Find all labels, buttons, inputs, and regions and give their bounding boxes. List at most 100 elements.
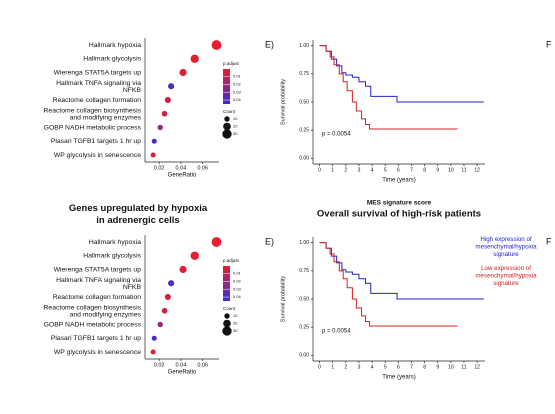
y-tick-label: 0.75	[299, 268, 309, 274]
x-tick-label: 10	[448, 364, 454, 370]
annotation: p = 0.0054	[322, 329, 351, 335]
dot	[161, 307, 168, 314]
x-tick-label: 0.02	[154, 362, 165, 368]
size-key-label: 20	[233, 321, 238, 326]
size-key-label: 20	[233, 124, 238, 129]
dot	[179, 265, 187, 274]
size-key	[223, 319, 231, 328]
x-tick-label: 2	[344, 364, 347, 370]
category-label: Hallmark TNFA signaling via NFKB	[56, 277, 141, 291]
survival-curve	[319, 45, 484, 103]
y-tick-label: 1.00	[299, 240, 309, 246]
color-tick-label: 0.04	[233, 294, 242, 299]
survival-curve	[319, 45, 458, 130]
color-tick-label: 0.02	[233, 278, 242, 283]
category-label: GOBP NADH metabolic process	[44, 124, 142, 131]
y-tick-label: 1.00	[299, 43, 309, 49]
size-key	[222, 129, 232, 139]
dot	[190, 54, 199, 63]
x-tick-label: 2	[344, 167, 347, 173]
size-key	[222, 326, 232, 336]
legend-title: Count	[223, 306, 236, 311]
category-label: GOBP NADH metabolic process	[44, 321, 142, 328]
dot	[168, 280, 175, 287]
y-tick-label: 0.50	[299, 99, 309, 105]
x-tick-label: 3	[358, 364, 361, 370]
x-tick-label: 9	[436, 364, 439, 370]
x-tick-label: 0.04	[176, 165, 187, 171]
x-tick-label: 3	[358, 167, 361, 173]
dot	[151, 335, 157, 341]
x-tick-label: 11	[461, 364, 466, 370]
color-tick-label: 0.02	[233, 81, 242, 86]
dot	[157, 124, 163, 131]
x-tick-label: 0.04	[176, 362, 187, 368]
panel-label: F	[546, 236, 552, 246]
category-label: Reactome collagen formation	[53, 294, 142, 301]
color-tick-label: 0.01	[233, 271, 242, 276]
size-key-label: 10	[233, 116, 238, 121]
x-tick-label: 4	[371, 364, 374, 370]
x-axis-label: GeneRatio	[168, 370, 197, 376]
category-label: Reactome collagen formation	[53, 97, 142, 104]
panel-label: E)	[265, 236, 274, 246]
y-tick-label: 0.75	[299, 71, 309, 77]
category-label: Wierenga STAT5A targets up	[54, 69, 142, 76]
x-tick-label: 5	[384, 364, 387, 370]
category-label: WP glycolysis in senescence	[54, 152, 141, 159]
size-key-label: 10	[233, 313, 238, 318]
x-tick-label: 11	[461, 167, 466, 173]
legend-entry: Low expression of mesenchymal/hypoxia sign…	[475, 265, 537, 287]
x-tick-label: 0.06	[197, 165, 208, 171]
x-axis-label: Time (years)	[382, 178, 415, 184]
legend-title: p.adjust	[223, 61, 240, 66]
x-tick-label: 10	[448, 167, 454, 173]
y-axis-label: Survival probability	[280, 79, 286, 125]
dot	[161, 110, 168, 117]
legend-entry: High expression of mesenchymal/hypoxia sig…	[475, 236, 537, 258]
dot	[164, 96, 171, 104]
dot	[164, 293, 171, 301]
category-label: Reactome collagen biosynthesis and modify…	[44, 107, 142, 121]
dot	[168, 83, 175, 90]
x-axis-label: GeneRatio	[168, 173, 197, 179]
panel-label: F	[546, 39, 552, 49]
dot	[211, 40, 222, 50]
category-label: Hallmark glycolysis	[83, 56, 141, 63]
survival-curve	[319, 242, 458, 327]
x-tick-label: 4	[371, 167, 374, 173]
y-tick-label: 0.00	[299, 353, 309, 359]
x-tick-label: 1	[331, 364, 334, 370]
y-tick-label: 0.50	[299, 296, 309, 302]
dot	[151, 138, 157, 144]
category-label: Hallmark TNFA signaling via NFKB	[56, 80, 141, 94]
y-tick-label: 0.25	[299, 128, 309, 134]
dot	[157, 321, 163, 328]
panel-title: Overall survival of high-risk patients	[317, 209, 481, 220]
size-key	[223, 122, 231, 131]
category-label: Plasari TGFB1 targets 1 hr up	[51, 138, 141, 145]
dot	[150, 349, 156, 355]
x-tick-label: 12	[474, 167, 480, 173]
size-key-label: 30	[233, 328, 238, 333]
x-axis-label: Time (years)	[382, 375, 415, 381]
survival-curve	[319, 242, 484, 300]
x-tick-label: 0.02	[154, 165, 165, 171]
category-label: Wierenga STAT5A targets up	[54, 266, 142, 273]
x-tick-label: 12	[474, 364, 480, 370]
category-label: WP glycolysis in senescence	[54, 349, 141, 356]
color-tick-label: 0.04	[233, 97, 242, 102]
x-tick-label: 7	[410, 364, 413, 370]
color-tick-label: 0.03	[233, 89, 242, 94]
x-tick-label: 8	[423, 364, 426, 370]
dot	[150, 152, 156, 158]
dot	[179, 68, 187, 77]
size-key	[224, 313, 230, 319]
y-tick-label: 0.25	[299, 325, 309, 331]
category-label: Reactome collagen biosynthesis and modify…	[44, 304, 142, 318]
panel-label: E)	[265, 39, 274, 49]
dot	[211, 237, 222, 247]
x-tick-label: 9	[436, 167, 439, 173]
x-tick-label: 1	[331, 167, 334, 173]
